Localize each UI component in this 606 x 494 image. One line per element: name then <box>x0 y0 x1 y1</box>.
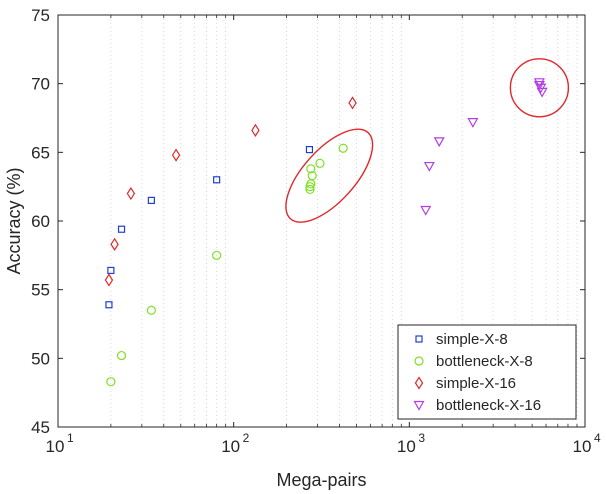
legend: simple-X-8 bottleneck-X-8 simple-X-16 bottl… <box>397 324 577 420</box>
x-axis-label: Mega-pairs <box>276 470 366 490</box>
data-point-bottleneck-x-16 <box>467 118 479 128</box>
y-tick-label: 70 <box>31 75 50 94</box>
highlight-ellipse <box>285 128 374 223</box>
data-point-bottleneck-x-8 <box>306 164 316 174</box>
data-point-simple-x-16 <box>348 96 357 110</box>
data-point-bottleneck-x-16 <box>533 78 545 89</box>
data-point-bottleneck-x-8 <box>106 377 116 387</box>
legend-label: simple-X-8 <box>436 331 508 348</box>
data-point-simple-x-16 <box>251 123 260 137</box>
data-point-bottleneck-x-8 <box>212 250 222 260</box>
y-tick-labels: 45 50 55 60 65 70 75 <box>31 6 50 437</box>
y-tick-label: 55 <box>31 281 50 300</box>
x-tick-label-exponent: 3 <box>418 431 425 445</box>
data-point-simple-x-8 <box>305 145 314 154</box>
data-point-bottleneck-x-8 <box>116 350 127 361</box>
x-tick-label-exponent: 2 <box>243 431 250 445</box>
data-point-bottleneck-x-16 <box>536 87 548 98</box>
data-point-simple-x-8 <box>117 225 126 233</box>
annotations <box>285 58 570 223</box>
x-tick-label-exponent: 4 <box>594 431 601 445</box>
x-tick-labels: 10 1 10 2 10 3 10 4 <box>46 431 601 456</box>
legend-marker <box>413 400 425 411</box>
data-point-simple-x-8 <box>107 266 115 275</box>
legend-label: simple-X-16 <box>436 375 516 392</box>
data-point-bottleneck-x-8 <box>305 184 315 195</box>
x-tick-label-base: 10 <box>573 437 592 456</box>
data-point-simple-x-16 <box>126 186 136 201</box>
legend-marker <box>415 335 423 343</box>
legend-marker <box>414 376 424 390</box>
data-point-bottleneck-x-8 <box>315 158 325 168</box>
y-tick-label: 65 <box>31 143 50 162</box>
data-point-simple-x-16 <box>104 273 114 287</box>
highlight-circle <box>509 58 570 118</box>
data-point-bottleneck-x-16 <box>433 137 445 148</box>
data-point-simple-x-8 <box>213 176 221 184</box>
legend-label: bottleneck-X-16 <box>436 397 541 414</box>
y-tick-label: 45 <box>31 418 50 437</box>
data-points <box>104 78 548 387</box>
tick-marks <box>57 14 586 428</box>
x-tick-label-exponent: 1 <box>67 431 74 445</box>
grid <box>110 15 578 427</box>
legend-box <box>397 324 577 420</box>
data-point-bottleneck-x-16 <box>423 161 435 172</box>
data-point-simple-x-8 <box>105 301 113 309</box>
y-tick-label: 50 <box>31 349 50 368</box>
y-axis-label: Accuracy (%) <box>4 167 24 274</box>
legend-label: bottleneck-X-8 <box>436 353 533 370</box>
data-point-bottleneck-x-8 <box>307 171 317 181</box>
data-point-bottleneck-x-16 <box>420 205 432 216</box>
y-tick-label: 75 <box>31 6 50 25</box>
x-tick-label-base: 10 <box>46 437 65 456</box>
x-tick-label-base: 10 <box>397 437 416 456</box>
data-point-bottleneck-x-8 <box>338 143 348 153</box>
x-tick-label-base: 10 <box>221 437 240 456</box>
data-point-bottleneck-x-8 <box>146 305 156 315</box>
data-point-simple-x-16 <box>110 237 119 251</box>
data-point-simple-x-8 <box>147 196 155 204</box>
legend-marker <box>414 356 424 366</box>
data-point-simple-x-16 <box>171 148 181 162</box>
y-tick-label: 60 <box>31 212 50 231</box>
